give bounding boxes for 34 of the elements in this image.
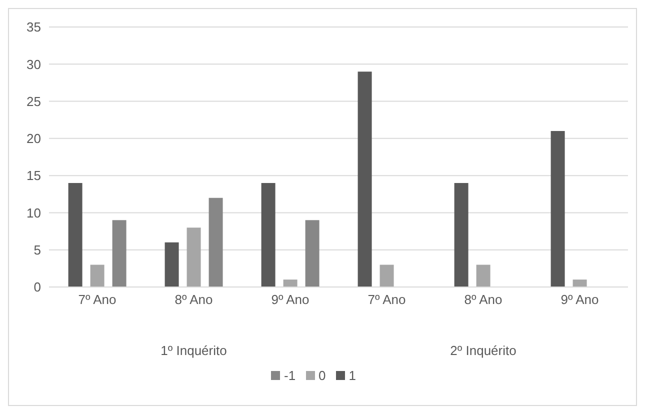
y-tick-label: 10	[26, 205, 41, 220]
text: 1º Inquérito	[160, 343, 228, 358]
text: 2º Inquérito	[449, 343, 518, 358]
bar	[261, 183, 276, 287]
legend-label: 0	[318, 368, 326, 383]
bar	[550, 131, 565, 287]
y-tick-label: 15	[26, 168, 41, 184]
y-tick-label: 0	[34, 280, 41, 295]
y-tick-label: 30	[26, 56, 41, 72]
x-tick-label: 7º Ano	[78, 292, 116, 308]
bar	[358, 72, 372, 287]
legend-label: 1	[348, 368, 356, 383]
x-tick-label: 8º Ano	[174, 292, 213, 308]
bar	[90, 264, 104, 287]
y-tick-label: 25	[26, 94, 41, 109]
bar	[380, 264, 394, 287]
bar	[112, 220, 126, 287]
bar	[454, 183, 468, 287]
bar	[476, 264, 490, 287]
bar	[572, 280, 587, 287]
bar	[164, 242, 179, 287]
x-tick-label: 9º Ano	[560, 292, 599, 308]
y-tick-label: 5	[34, 242, 41, 258]
legend-label: -1	[284, 368, 296, 383]
x-tick-label: 9º Ano	[271, 292, 310, 308]
bar	[68, 183, 82, 287]
x-tick-label: 7º Ano	[368, 292, 406, 308]
x-tick-label: 8º Ano	[464, 292, 502, 308]
bar	[186, 228, 201, 287]
y-tick-label: 20	[26, 131, 41, 146]
y-tick-label: 35	[26, 20, 41, 35]
bar	[208, 198, 223, 287]
bar	[305, 220, 320, 287]
bar	[283, 280, 298, 287]
